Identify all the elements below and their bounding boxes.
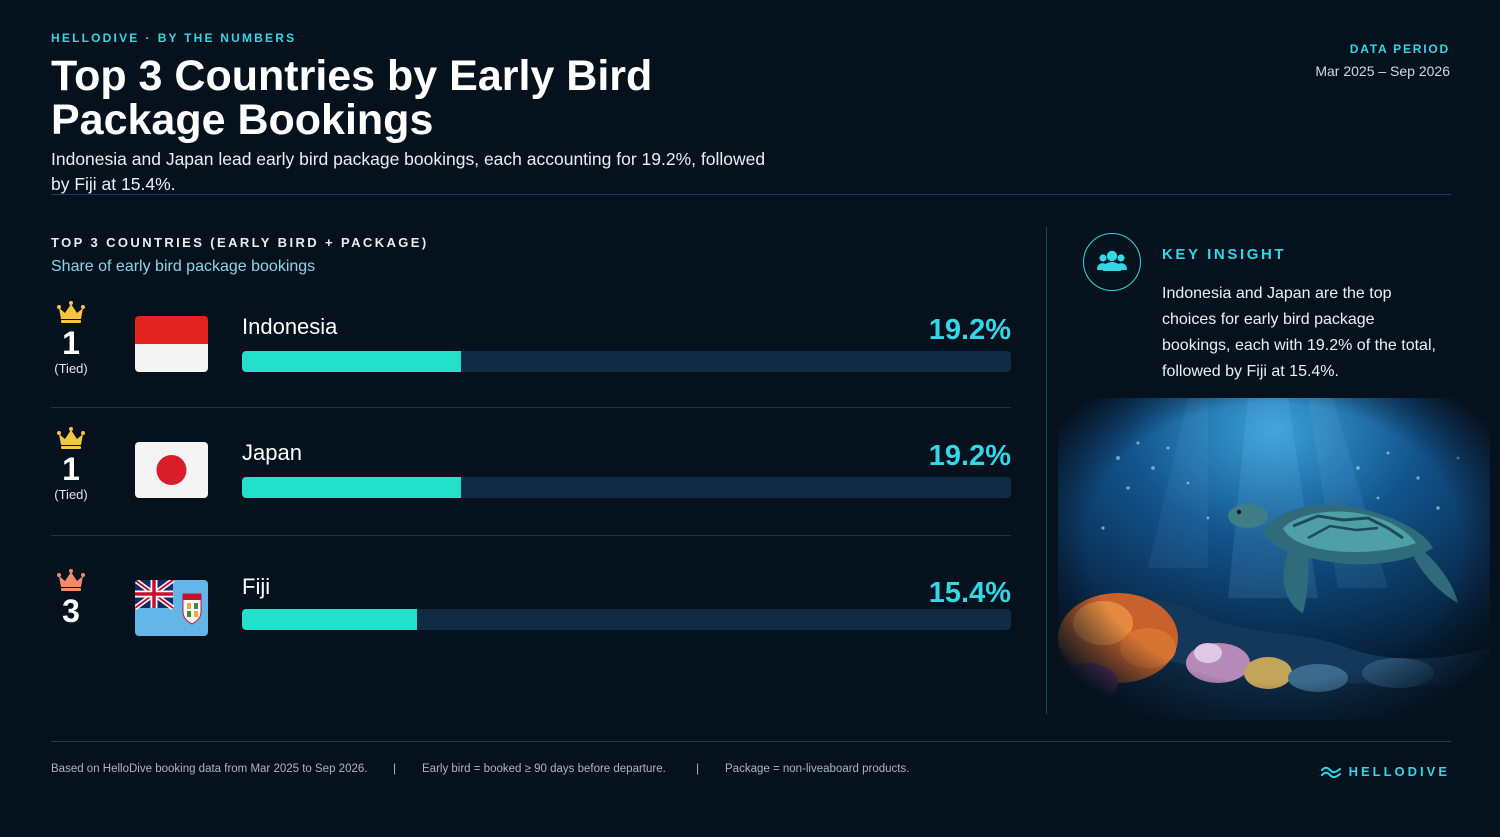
kicker-separator: · bbox=[145, 31, 152, 45]
data-period-label: DATA PERIOD bbox=[1349, 42, 1450, 56]
footer-separator: | bbox=[696, 761, 700, 775]
chart-title: TOP 3 COUNTRIES (EARLY BIRD + PACKAGE) bbox=[51, 235, 429, 250]
chart-subtitle: Share of early bird package bookings bbox=[51, 258, 316, 275]
kicker-brand: HELLODIVE bbox=[51, 31, 140, 45]
fiji-flag-icon bbox=[135, 580, 208, 636]
bar bbox=[242, 477, 461, 498]
bar bbox=[242, 351, 461, 372]
crown-gold-icon bbox=[51, 426, 91, 450]
footer-note-early-bird: Early bird = booked ≥ 90 days before dep… bbox=[422, 763, 666, 775]
panel-divider bbox=[1046, 227, 1047, 714]
users-icon bbox=[1083, 233, 1141, 291]
country-label: Fiji bbox=[242, 574, 271, 599]
footer-note-package: Package = non-liveaboard products. bbox=[725, 763, 910, 775]
rank-number: 3 bbox=[62, 593, 80, 629]
rank-number: 1 bbox=[62, 325, 80, 361]
key-insight-label: KEY INSIGHT bbox=[1162, 246, 1287, 263]
row-divider bbox=[51, 407, 1011, 408]
underwater-turtle-image bbox=[1058, 398, 1490, 720]
rank-badge: 3 bbox=[51, 568, 91, 628]
bar-track bbox=[242, 351, 1011, 372]
crown-bronze-icon bbox=[51, 568, 91, 592]
data-period: DATA PERIOD Mar 2025 – Sep 2026 bbox=[1315, 42, 1450, 79]
header-divider bbox=[51, 194, 1451, 195]
crown-gold-icon bbox=[51, 300, 91, 324]
row-divider bbox=[51, 535, 1011, 536]
page-subtitle: Indonesia and Japan lead early bird pack… bbox=[51, 149, 766, 194]
bar-row: 1 (Tied) Japan 19.2% bbox=[51, 426, 1011, 536]
kicker: HELLODIVE · BY THE NUMBERS bbox=[51, 31, 296, 45]
rank-badge: 1 (Tied) bbox=[51, 426, 91, 502]
footer-separator: | bbox=[393, 761, 397, 775]
value-label: 19.2% bbox=[928, 440, 1011, 472]
bar-track bbox=[242, 609, 1011, 630]
footer-brand-text: HELLODIVE bbox=[1348, 764, 1450, 779]
country-label: Japan bbox=[242, 440, 302, 465]
bar-track bbox=[242, 477, 1011, 498]
value-label: 19.2% bbox=[928, 314, 1011, 346]
kicker-tag: BY THE NUMBERS bbox=[157, 31, 297, 45]
data-period-value: Mar 2025 – Sep 2026 bbox=[1315, 63, 1450, 79]
footer-brand: HELLODIVE bbox=[1320, 764, 1450, 779]
rank-note: (Tied) bbox=[54, 361, 88, 376]
rank-number: 1 bbox=[62, 451, 80, 487]
page-title: Top 3 Countries by Early Bird Package Bo… bbox=[51, 52, 653, 144]
japan-flag-icon bbox=[135, 442, 208, 498]
footer-note-data-source: Based on HelloDive booking data from Mar… bbox=[51, 763, 368, 775]
value-label: 15.4% bbox=[928, 577, 1011, 609]
rank-badge: 1 (Tied) bbox=[51, 300, 91, 376]
bar-row: 3 Fiji 15.4% bbox=[51, 560, 1011, 670]
country-label: Indonesia bbox=[242, 314, 338, 339]
rank-note: (Tied) bbox=[54, 487, 88, 502]
wave-logo-icon bbox=[1320, 766, 1341, 779]
bar bbox=[242, 609, 418, 630]
footer-divider bbox=[51, 741, 1451, 742]
bar-row: 1 (Tied) Indonesia 19.2% bbox=[51, 300, 1011, 410]
indonesia-flag-icon bbox=[135, 316, 208, 372]
key-insight-text: Indonesia and Japan are the top choices … bbox=[1162, 285, 1436, 380]
